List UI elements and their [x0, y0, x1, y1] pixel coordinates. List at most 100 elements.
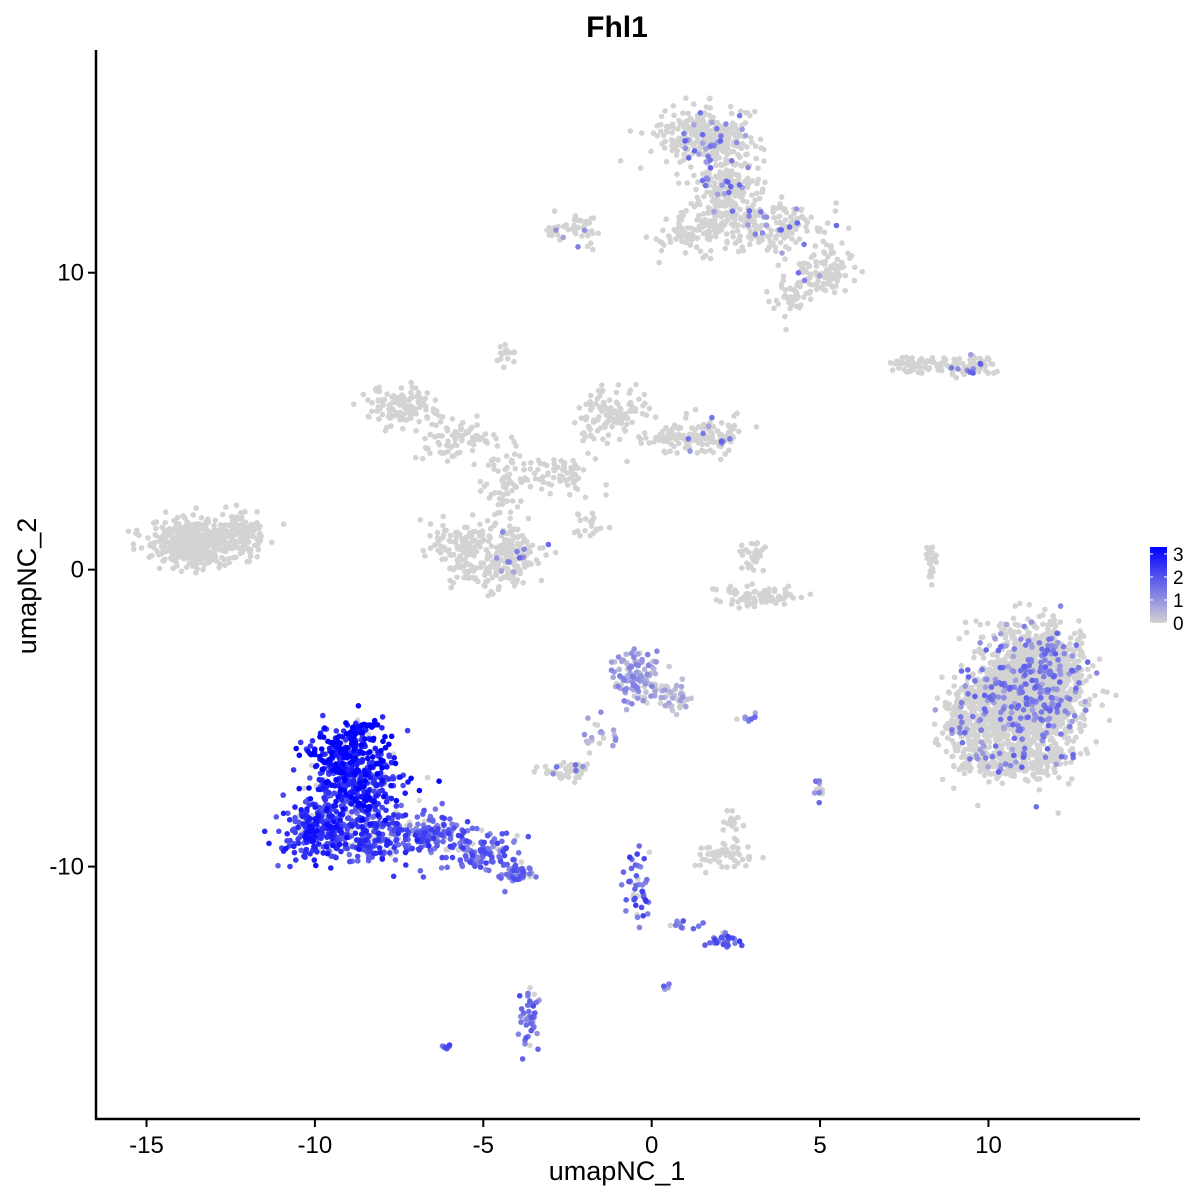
cell-point [573, 774, 579, 781]
cell-point [831, 261, 838, 268]
cell-point [195, 534, 201, 540]
cell-point [520, 580, 526, 586]
cell-point [693, 244, 700, 250]
cell-point [1023, 738, 1030, 744]
cell-point [486, 533, 493, 539]
cell-point [494, 357, 501, 364]
cell-point [545, 480, 552, 487]
cell-point [531, 991, 537, 998]
cell-point [770, 209, 776, 215]
cell-point [601, 422, 608, 428]
cell-point [617, 158, 624, 164]
cell-point [167, 543, 173, 549]
cell-point [535, 466, 541, 473]
cell-point [951, 762, 957, 769]
cell-point [432, 542, 438, 548]
cell-point [1050, 613, 1056, 619]
cell-point [685, 110, 691, 117]
cell-point [653, 236, 660, 242]
cell-point [247, 529, 254, 536]
cell-point [1061, 673, 1068, 680]
cell-point [521, 461, 527, 467]
cell-point [989, 361, 996, 368]
cell-point [646, 440, 652, 446]
cell-point [709, 198, 716, 204]
cell-point [738, 214, 744, 221]
cell-point [486, 569, 492, 575]
cell-point [744, 548, 751, 555]
cell-point [522, 475, 528, 481]
cell-point [163, 509, 169, 515]
cell-point [368, 408, 375, 415]
cell-point [735, 860, 741, 866]
cell-point [511, 526, 517, 532]
cell-point [225, 522, 232, 528]
cell-point [760, 186, 766, 192]
cell-point [694, 138, 701, 145]
cell-point [754, 180, 760, 187]
cell-point [721, 172, 728, 178]
cell-point [943, 748, 950, 755]
cell-point [622, 428, 628, 434]
cell-point [459, 419, 466, 426]
cell-point [439, 450, 445, 457]
cell-point [445, 448, 451, 455]
cell-point [715, 852, 722, 859]
cell-point [666, 429, 672, 436]
cell-point [492, 520, 499, 526]
cell-point [968, 741, 974, 748]
cell-point [662, 450, 669, 456]
cell-point [1080, 679, 1087, 685]
cell-point [715, 428, 721, 434]
cell-point [1005, 768, 1012, 775]
cell-point [739, 542, 745, 549]
cell-point [715, 175, 721, 181]
cell-point [280, 521, 287, 527]
cell-point [1055, 720, 1062, 726]
cell-point [160, 535, 166, 541]
cell-point [677, 159, 683, 165]
cell-point [984, 620, 991, 627]
cell-point [416, 418, 423, 425]
cell-point [958, 662, 965, 669]
cell-point [959, 360, 966, 367]
cell-point [740, 189, 747, 196]
cell-point [474, 422, 481, 428]
cell-point [739, 565, 745, 571]
cell-point [1035, 723, 1042, 730]
cell-point [193, 505, 199, 511]
cell-point [775, 301, 781, 307]
cell-point [490, 432, 497, 438]
cell-point [691, 101, 697, 107]
cell-point [751, 219, 757, 225]
cell-point [697, 248, 704, 255]
cell-point [409, 384, 416, 391]
cell-point [732, 591, 738, 597]
cell-point [789, 301, 795, 308]
cell-point [747, 241, 753, 248]
cell-point [830, 249, 837, 256]
cell-point [578, 415, 585, 421]
cell-point [803, 290, 810, 297]
cell-point [697, 851, 703, 858]
cell-point [782, 217, 789, 223]
cell-point [845, 250, 851, 256]
cell-point [1033, 624, 1040, 631]
cell-point [931, 721, 938, 727]
cell-point [1076, 658, 1082, 664]
cell-point [375, 397, 382, 403]
cell-point [755, 165, 761, 171]
cell-point [1044, 772, 1051, 778]
cell-point [478, 530, 484, 537]
cell-point [638, 440, 644, 447]
cell-point [175, 514, 181, 521]
cell-point [222, 562, 228, 568]
cell-point [485, 592, 491, 599]
cell-point [497, 344, 504, 350]
cell-point [999, 780, 1006, 787]
cell-point [1086, 696, 1093, 703]
cell-point [933, 736, 940, 743]
cell-point [527, 1042, 533, 1049]
scatter-points [125, 95, 1119, 1062]
cell-point [473, 432, 479, 439]
